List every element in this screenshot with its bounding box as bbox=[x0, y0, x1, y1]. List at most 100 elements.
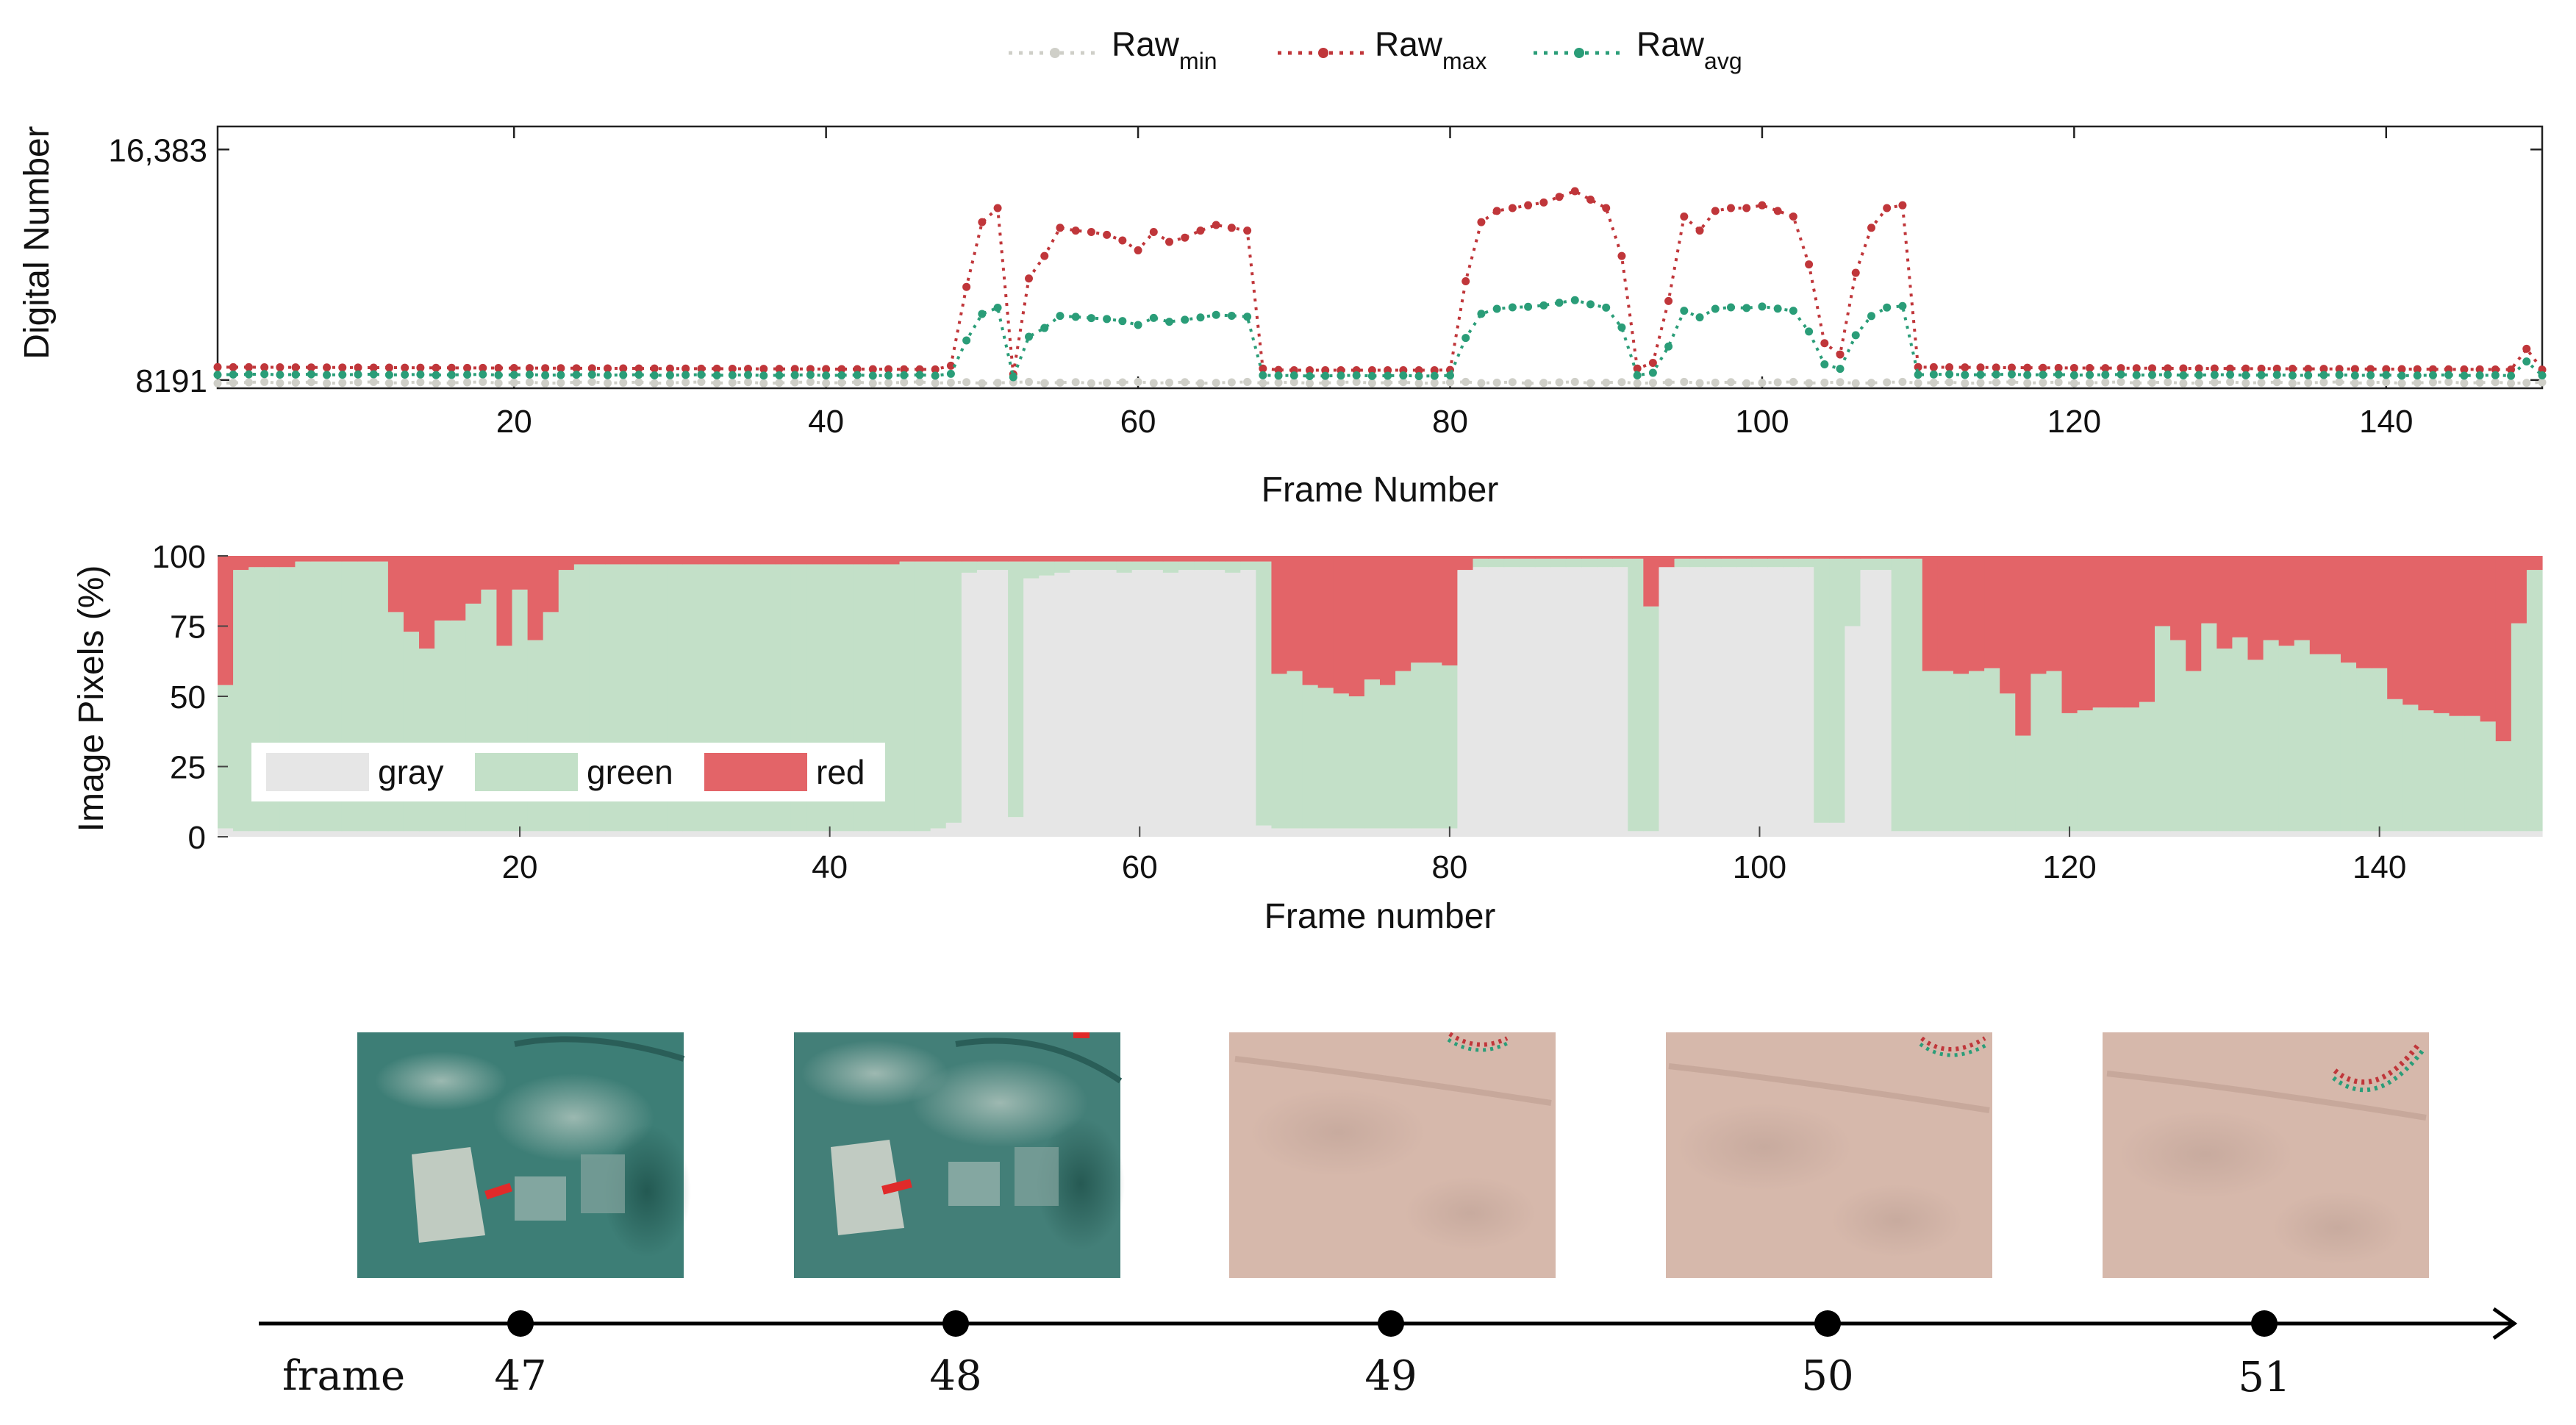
chart2-xtick-label: 100 bbox=[1733, 849, 1786, 885]
point-raw-avg bbox=[541, 371, 550, 379]
bar-green bbox=[1643, 606, 1660, 832]
thumb47-hot-spot bbox=[484, 1182, 512, 1200]
point-raw-avg bbox=[1461, 334, 1470, 343]
bar-red bbox=[2418, 556, 2435, 711]
bar-green bbox=[1008, 561, 1024, 818]
bar-green bbox=[1984, 668, 2000, 832]
point-raw-avg bbox=[1009, 373, 1017, 382]
bar-red bbox=[2123, 556, 2140, 708]
bar-red bbox=[1225, 556, 1241, 562]
point-raw-avg bbox=[1212, 310, 1220, 319]
point-raw-min bbox=[2164, 378, 2172, 387]
chart1-xlabel: Frame Number bbox=[1262, 471, 1499, 510]
series-raw-min bbox=[213, 377, 2547, 388]
bar-red bbox=[605, 556, 621, 565]
bar-red bbox=[1411, 556, 1427, 663]
bar-red bbox=[729, 556, 745, 565]
bar-green bbox=[2186, 671, 2202, 832]
point-raw-avg bbox=[291, 370, 300, 379]
point-raw-avg bbox=[213, 371, 222, 379]
point-raw-max bbox=[2257, 364, 2266, 373]
chart2-ytick-label: 25 bbox=[170, 750, 206, 786]
point-raw-avg bbox=[2397, 371, 2406, 380]
thumb51-shade bbox=[2272, 1191, 2404, 1265]
point-raw-min bbox=[822, 379, 831, 388]
bar-green bbox=[1798, 558, 1814, 568]
point-raw-min bbox=[2086, 379, 2094, 388]
point-raw-max bbox=[1570, 187, 1579, 196]
point-raw-max bbox=[2086, 364, 2094, 373]
point-raw-avg bbox=[463, 370, 472, 379]
point-raw-min bbox=[1617, 378, 1626, 387]
point-raw-max bbox=[1898, 201, 1907, 210]
bar-gray bbox=[1317, 828, 1334, 837]
bar-green bbox=[1488, 558, 1505, 568]
point-raw-avg bbox=[853, 371, 862, 379]
point-raw-avg bbox=[1820, 360, 1829, 369]
point-raw-max bbox=[2226, 364, 2235, 373]
point-raw-min bbox=[1259, 379, 1267, 388]
bar-gray bbox=[2247, 831, 2264, 837]
point-raw-avg bbox=[432, 371, 440, 379]
point-raw-avg bbox=[572, 371, 581, 379]
bar-green bbox=[2403, 704, 2419, 832]
thumb48-hot-spot bbox=[1073, 1032, 1090, 1038]
bar-green bbox=[1534, 558, 1551, 568]
bar-green bbox=[2325, 654, 2341, 832]
point-raw-max bbox=[1648, 359, 1657, 368]
point-raw-max bbox=[323, 363, 332, 372]
bar-gray bbox=[1891, 831, 1908, 837]
bar-gray bbox=[1581, 567, 1598, 837]
point-raw-avg bbox=[697, 371, 706, 379]
point-raw-avg bbox=[1118, 317, 1127, 326]
bar-green bbox=[527, 640, 544, 832]
point-raw-min bbox=[2319, 378, 2328, 387]
point-raw-avg bbox=[1445, 371, 1454, 380]
bar-green bbox=[1348, 696, 1365, 829]
point-raw-max bbox=[2319, 365, 2328, 374]
bar-green bbox=[2511, 623, 2527, 832]
point-raw-avg bbox=[2444, 371, 2453, 379]
point-raw-min bbox=[260, 377, 269, 386]
bar-gray bbox=[1783, 567, 1799, 837]
point-raw-avg bbox=[416, 370, 425, 379]
point-raw-avg bbox=[2054, 370, 2063, 379]
point-raw-min bbox=[291, 378, 300, 387]
bar-gray bbox=[790, 831, 807, 837]
bar-green bbox=[1240, 561, 1256, 571]
bar-green bbox=[976, 561, 993, 571]
point-raw-avg bbox=[993, 304, 1002, 312]
bar-red bbox=[1628, 556, 1644, 559]
point-raw-min bbox=[2538, 378, 2547, 387]
bar-red bbox=[2108, 556, 2125, 708]
point-raw-min bbox=[525, 378, 534, 387]
digital-number-chart: 8191 16,383 20 40 60 80 100 120 140 Digital Numb… bbox=[18, 125, 2547, 510]
point-raw-avg bbox=[2101, 371, 2110, 379]
bar-green bbox=[1271, 674, 1288, 829]
bar-gray bbox=[698, 831, 715, 837]
point-raw-min bbox=[541, 379, 550, 388]
bar-gray bbox=[1814, 822, 1830, 837]
bar-green bbox=[1953, 674, 1969, 832]
thumbnail-frame-49 bbox=[1229, 1032, 1556, 1278]
point-raw-min bbox=[2491, 378, 2500, 387]
point-raw-max bbox=[213, 362, 222, 371]
point-raw-max bbox=[1617, 251, 1626, 260]
bar-green bbox=[2123, 707, 2140, 832]
bar-green bbox=[1628, 558, 1644, 832]
point-raw-min bbox=[2242, 379, 2250, 388]
point-raw-avg bbox=[2272, 371, 2281, 379]
point-raw-avg bbox=[2475, 371, 2484, 380]
bar-gray bbox=[1457, 570, 1474, 837]
bar-gray bbox=[713, 831, 730, 837]
point-raw-avg bbox=[354, 370, 362, 379]
bar-green bbox=[915, 561, 931, 832]
bar-red bbox=[1256, 556, 1273, 562]
bar-gray bbox=[2077, 831, 2094, 837]
point-raw-min bbox=[2460, 379, 2469, 388]
bar-gray bbox=[419, 831, 435, 837]
bar-red bbox=[744, 556, 761, 565]
bar-gray bbox=[2387, 831, 2403, 837]
point-raw-min bbox=[509, 378, 518, 387]
point-raw-avg bbox=[2132, 371, 2141, 379]
